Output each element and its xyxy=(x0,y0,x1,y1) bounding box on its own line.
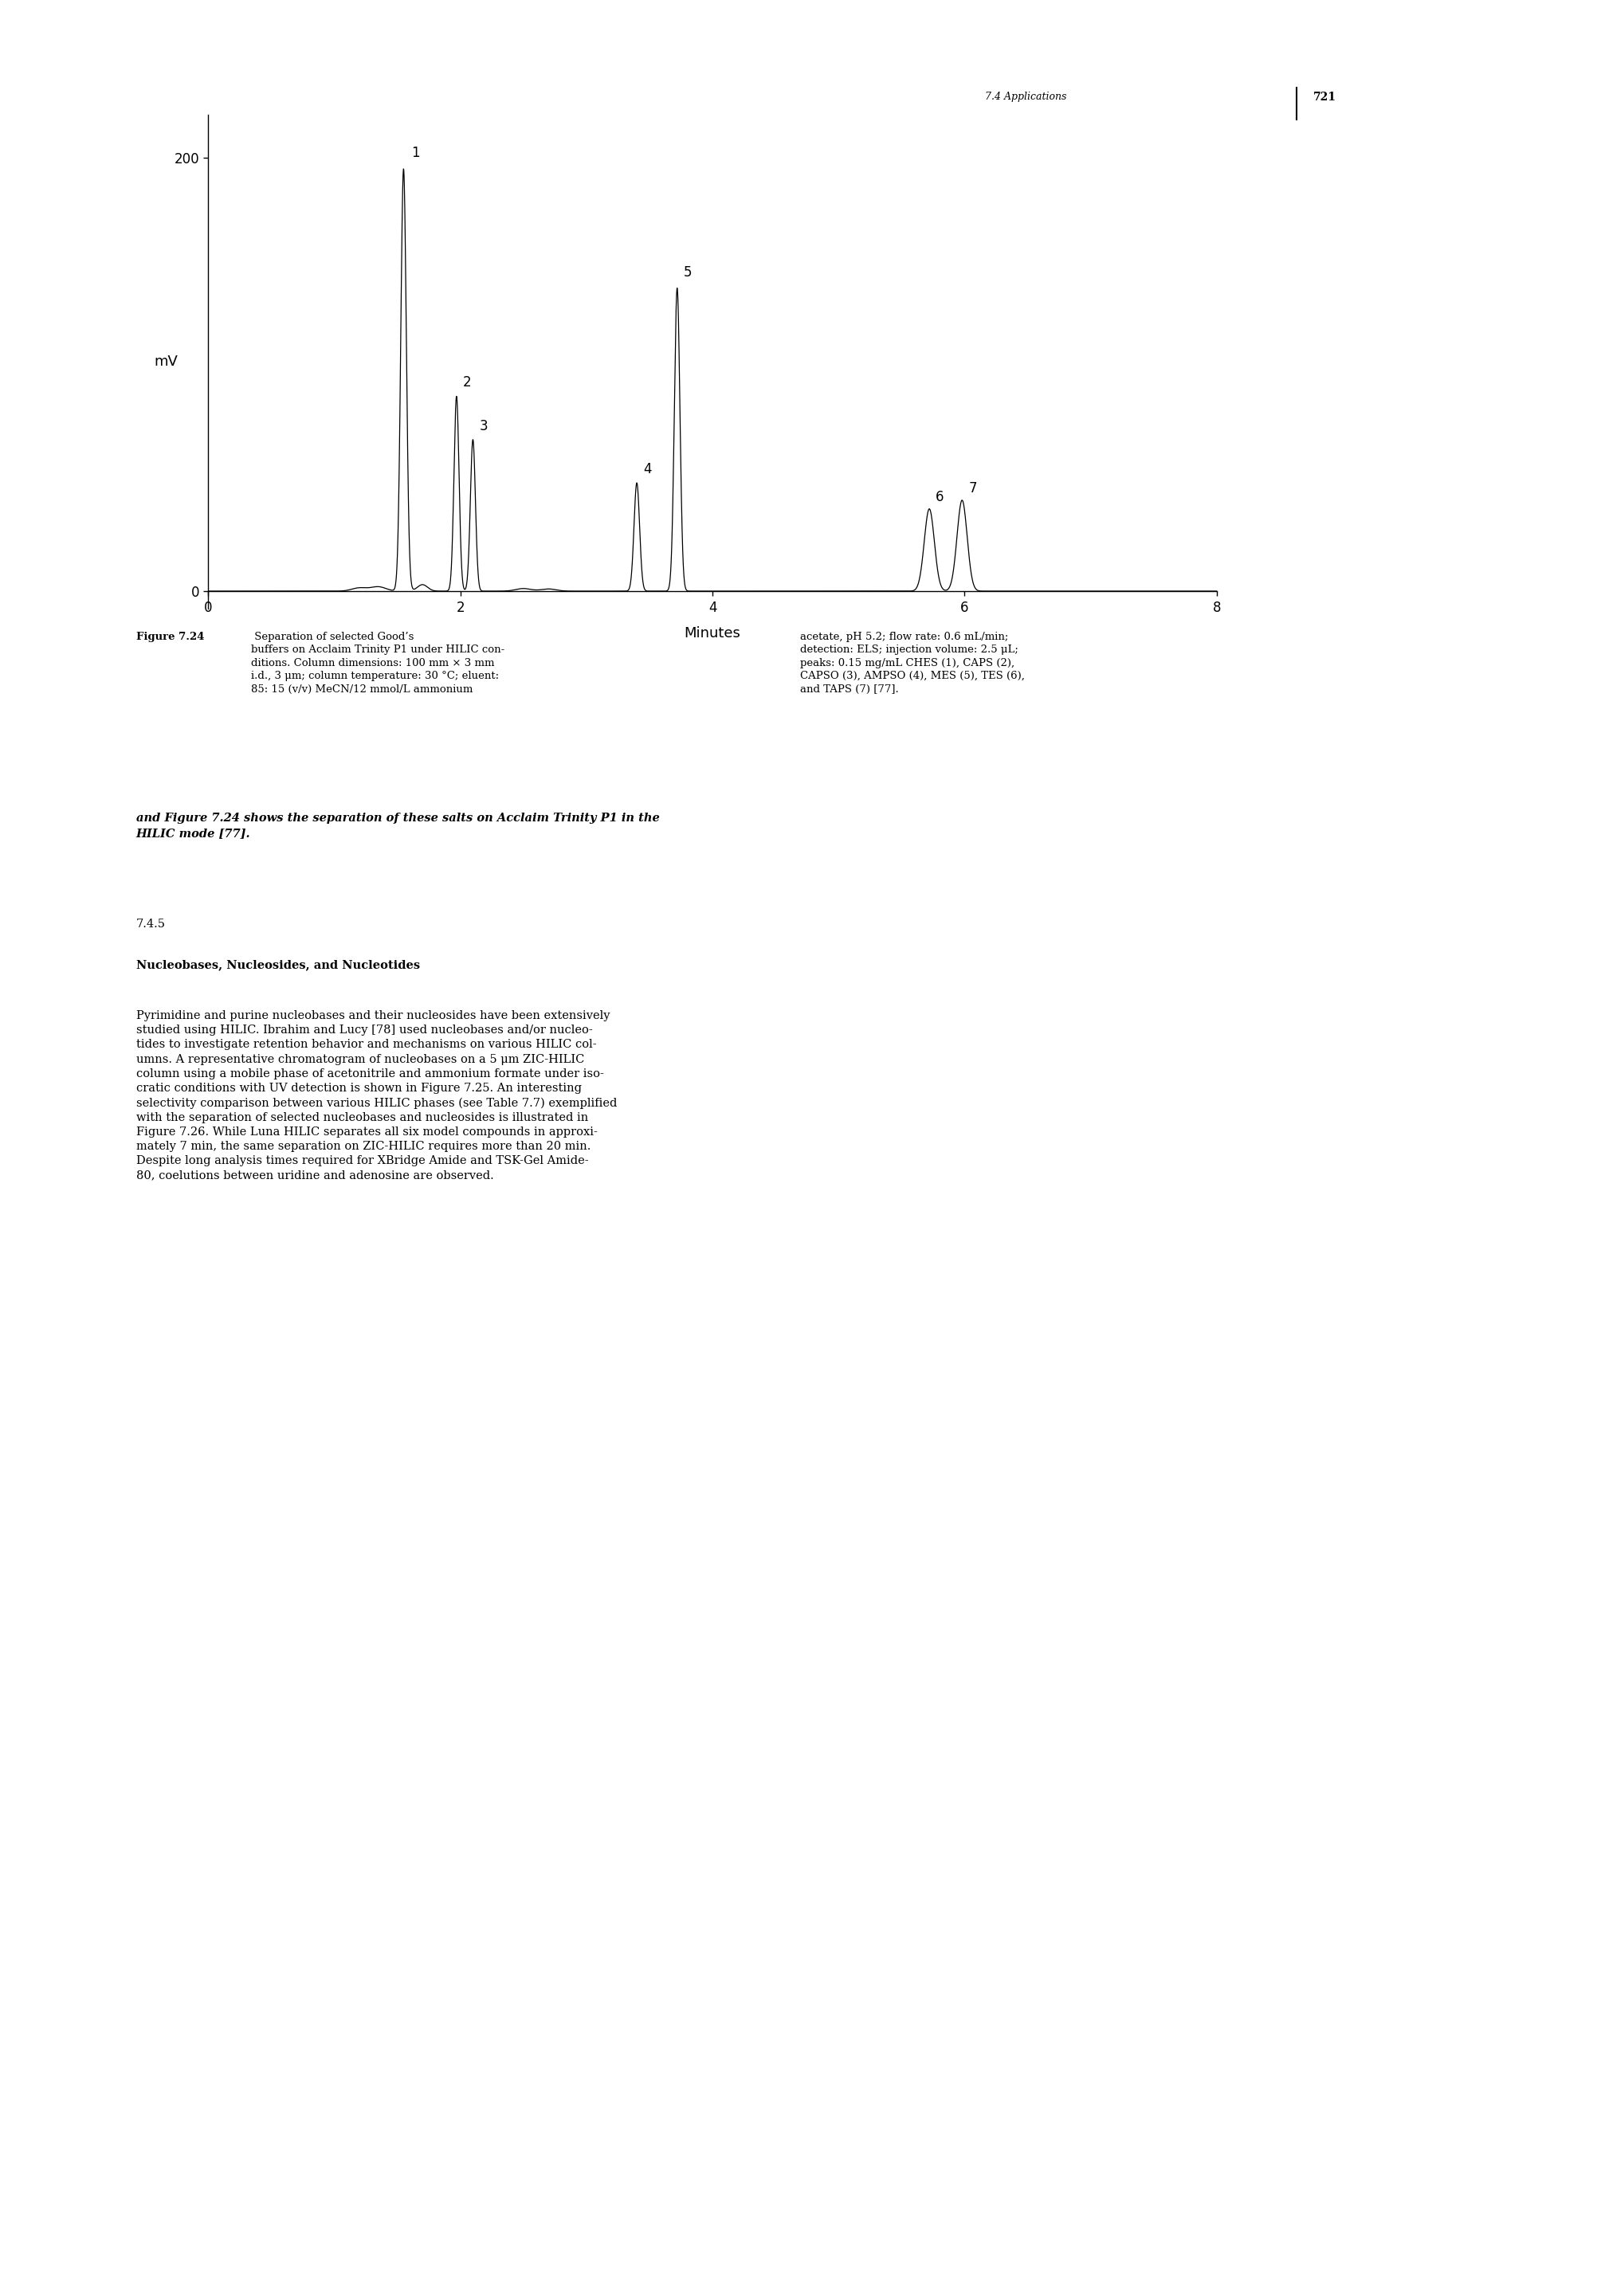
Text: 4: 4 xyxy=(644,461,652,475)
Text: and Figure 7.24 shows the separation of these salts on Acclaim Trinity P1 in the: and Figure 7.24 shows the separation of … xyxy=(136,813,660,838)
Text: 5: 5 xyxy=(684,264,692,280)
Text: 1: 1 xyxy=(411,147,419,161)
Text: 6: 6 xyxy=(935,489,945,505)
Text: 7: 7 xyxy=(969,482,977,496)
Text: 3: 3 xyxy=(479,418,488,434)
Text: acetate, pH 5.2; flow rate: 0.6 mL/min;
detection: ELS; injection volume: 2.5 μL: acetate, pH 5.2; flow rate: 0.6 mL/min; … xyxy=(800,631,1025,693)
Text: Figure 7.24: Figure 7.24 xyxy=(136,631,205,643)
X-axis label: Minutes: Minutes xyxy=(684,627,741,641)
Text: Pyrimidine and purine nucleobases and their nucleosides have been extensively
st: Pyrimidine and purine nucleobases and th… xyxy=(136,1010,616,1180)
Text: 7.4.5: 7.4.5 xyxy=(136,918,165,930)
Text: Nucleobases, Nucleosides, and Nucleotides: Nucleobases, Nucleosides, and Nucleotide… xyxy=(136,960,419,971)
Y-axis label: mV: mV xyxy=(154,354,178,370)
Text: Separation of selected Good’s
buffers on Acclaim Trinity P1 under HILIC con-
dit: Separation of selected Good’s buffers on… xyxy=(251,631,504,693)
Text: 7.4 Applications: 7.4 Applications xyxy=(985,92,1066,103)
Text: 2: 2 xyxy=(463,377,471,390)
Text: 721: 721 xyxy=(1313,92,1335,103)
